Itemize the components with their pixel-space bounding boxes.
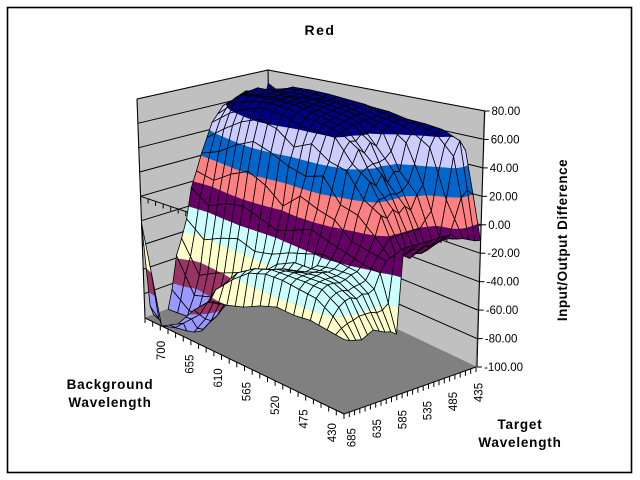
svg-text:700: 700 bbox=[156, 341, 168, 360]
svg-text:585: 585 bbox=[397, 410, 409, 429]
svg-text:20.00: 20.00 bbox=[489, 191, 518, 203]
svg-text:610: 610 bbox=[213, 368, 225, 387]
svg-text:Background: Background bbox=[67, 377, 154, 392]
svg-text:-40.00: -40.00 bbox=[487, 277, 520, 289]
svg-text:0.00: 0.00 bbox=[488, 220, 510, 232]
svg-text:535: 535 bbox=[423, 401, 435, 420]
svg-text:-20.00: -20.00 bbox=[487, 248, 520, 260]
svg-text:635: 635 bbox=[372, 419, 384, 438]
svg-text:-60.00: -60.00 bbox=[486, 305, 519, 317]
svg-text:80.00: 80.00 bbox=[492, 106, 521, 118]
svg-text:Wavelength: Wavelength bbox=[68, 395, 151, 410]
svg-text:Target: Target bbox=[497, 417, 542, 432]
svg-text:40.00: 40.00 bbox=[490, 163, 519, 175]
svg-text:Input/Output Difference: Input/Output Difference bbox=[555, 159, 570, 321]
svg-text:565: 565 bbox=[242, 382, 254, 401]
svg-text:-80.00: -80.00 bbox=[485, 334, 518, 346]
svg-text:430: 430 bbox=[327, 423, 339, 442]
svg-text:685: 685 bbox=[347, 428, 359, 447]
svg-text:520: 520 bbox=[270, 396, 282, 415]
svg-text:Red: Red bbox=[305, 22, 336, 38]
svg-text:435: 435 bbox=[474, 383, 486, 402]
svg-text:60.00: 60.00 bbox=[491, 134, 520, 146]
svg-text:Wavelength: Wavelength bbox=[478, 435, 561, 450]
svg-text:-100.00: -100.00 bbox=[484, 362, 523, 374]
svg-text:485: 485 bbox=[448, 392, 460, 411]
svg-text:475: 475 bbox=[298, 409, 310, 428]
svg-text:655: 655 bbox=[185, 355, 197, 374]
